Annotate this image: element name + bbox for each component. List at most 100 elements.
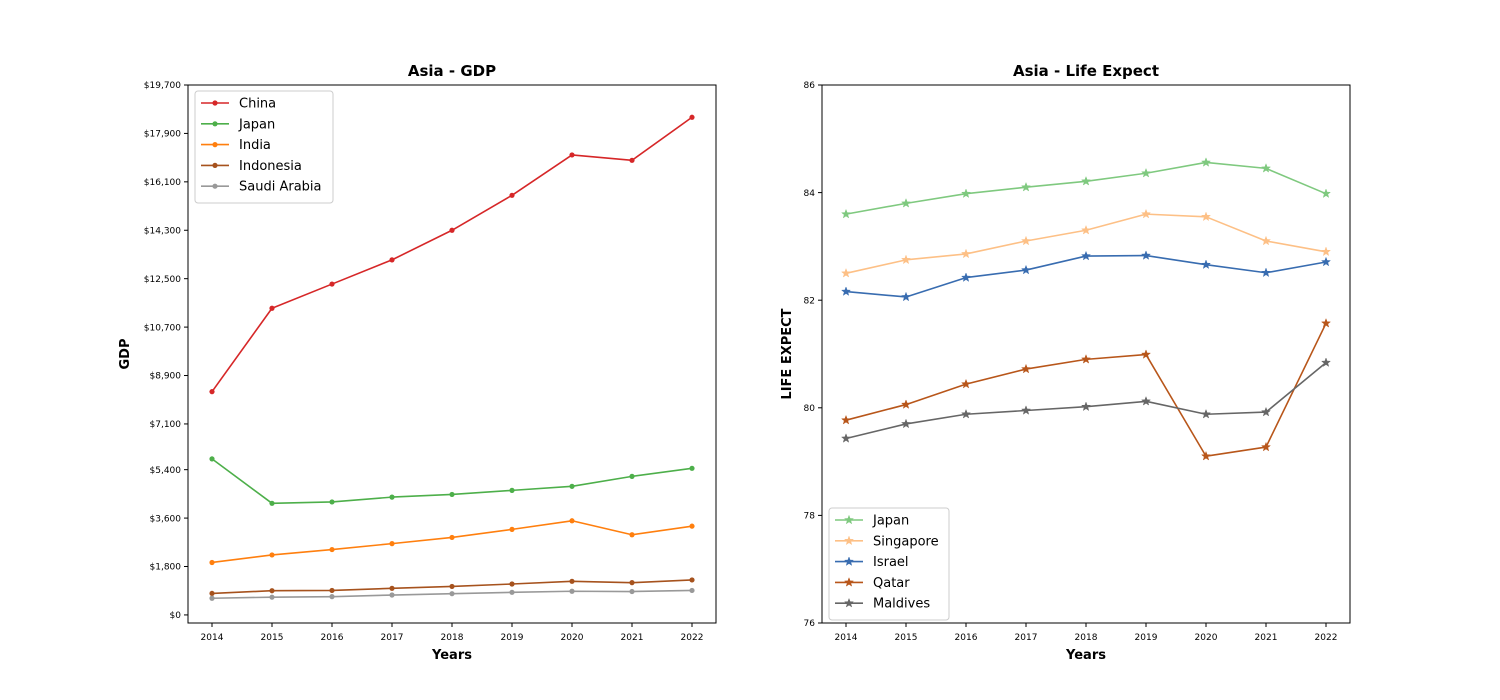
- life-expect-point-maldives-2021: [1260, 406, 1272, 417]
- gdp-legend-label-saudi-arabia: Saudi Arabia: [239, 180, 322, 195]
- life-expect-chart: Asia - Life Expect 2014 2015 2016 2017 2018 2…: [780, 62, 1351, 663]
- life-expect-point-singapore-2022: [1320, 246, 1332, 257]
- life-expect-x-tick-label: 2017: [1015, 633, 1038, 643]
- life-expect-series-qatar: [840, 318, 1332, 461]
- life-expect-point-singapore-2018: [1080, 224, 1092, 235]
- gdp-chart-title: Asia - GDP: [408, 62, 496, 80]
- gdp-point-china-2018: [449, 227, 455, 233]
- life-expect-y-axis-label: LIFE EXPECT: [780, 308, 795, 399]
- life-expect-point-singapore-2020: [1200, 211, 1212, 222]
- life-expect-point-qatar-2017: [1020, 363, 1032, 374]
- gdp-point-japan-2022: [689, 465, 695, 471]
- gdp-point-japan-2015: [269, 500, 275, 506]
- gdp-x-tick-label: 2020: [561, 633, 584, 643]
- gdp-point-indonesia-2022: [689, 577, 695, 583]
- gdp-y-tick-label: $19,700: [144, 81, 181, 91]
- gdp-point-saudi-arabia-2020: [569, 588, 575, 594]
- life-expect-legend-marker-qatar: [843, 577, 855, 587]
- life-expect-point-singapore-2014: [840, 267, 852, 278]
- life-expect-legend-label-qatar: Qatar: [873, 576, 910, 591]
- life-expect-x-tick-label: 2020: [1195, 633, 1218, 643]
- life-expect-point-japan-2016: [960, 188, 972, 198]
- gdp-y-tick-label: $1,800: [150, 563, 182, 573]
- life-expect-legend: Japan Singapore Israel Qatar Maldives: [828, 507, 950, 621]
- life-expect-legend-box: [828, 507, 950, 621]
- gdp-point-saudi-arabia-2018: [449, 591, 455, 597]
- gdp-point-india-2020: [569, 518, 575, 524]
- gdp-y-tick-label: $7,100: [150, 420, 182, 430]
- life-expect-point-singapore-2016: [960, 248, 972, 259]
- life-expect-point-israel-2016: [960, 272, 972, 282]
- gdp-point-saudi-arabia-2016: [329, 594, 335, 600]
- life-expect-series-israel: [840, 250, 1332, 302]
- gdp-series-china: [209, 114, 695, 395]
- gdp-point-china-2017: [389, 257, 395, 263]
- life-expect-point-qatar-2019: [1140, 349, 1152, 359]
- gdp-point-saudi-arabia-2017: [389, 592, 395, 598]
- gdp-chart: Asia - GDP 2014 2015 2016 2017 2018 2019 2020 2…: [118, 62, 717, 663]
- life-expect-point-singapore-2015: [900, 254, 912, 265]
- life-expect-point-japan-2017: [1020, 181, 1032, 192]
- gdp-series-indonesia: [209, 577, 695, 597]
- gdp-point-indonesia-2018: [449, 583, 455, 590]
- life-expect-point-qatar-2018: [1080, 354, 1092, 364]
- life-expect-point-israel-2014: [840, 286, 852, 296]
- life-expect-y-tick-label: 76: [804, 619, 816, 629]
- life-expect-point-maldives-2017: [1020, 405, 1032, 415]
- life-expect-point-israel-2018: [1080, 250, 1092, 261]
- gdp-point-indonesia-2021: [629, 580, 635, 586]
- gdp-x-tick-label: 2022: [681, 633, 704, 643]
- gdp-legend-marker-india: [212, 142, 218, 148]
- gdp-legend-marker-saudi-arabia: [212, 183, 218, 189]
- gdp-point-japan-2020: [569, 483, 575, 489]
- gdp-point-saudi-arabia-2022: [689, 587, 695, 594]
- gdp-point-japan-2016: [329, 499, 335, 505]
- gdp-legend-label-china: China: [239, 97, 276, 112]
- life-expect-point-singapore-2021: [1260, 235, 1272, 246]
- gdp-point-saudi-arabia-2015: [269, 594, 275, 600]
- life-expect-x-tick-label: 2014: [835, 633, 858, 643]
- life-expect-point-japan-2020: [1200, 157, 1212, 167]
- gdp-x-tick-label: 2014: [201, 633, 224, 643]
- gdp-point-japan-2017: [389, 494, 395, 500]
- life-expect-legend-marker-singapore: [843, 535, 855, 546]
- life-expect-point-qatar-2021: [1260, 441, 1272, 452]
- gdp-point-indonesia-2019: [509, 581, 515, 587]
- life-expect-x-axis-label: Years: [1065, 648, 1106, 663]
- gdp-y-tick-label: $17,900: [144, 130, 181, 140]
- gdp-legend-box: [194, 90, 334, 204]
- gdp-point-india-2018: [449, 534, 455, 541]
- life-expect-point-maldives-2014: [840, 433, 852, 443]
- gdp-point-japan-2021: [629, 473, 635, 479]
- life-expect-series-singapore: [840, 208, 1332, 278]
- life-expect-point-maldives-2022: [1320, 357, 1332, 367]
- life-expect-y-tick-label: 86: [804, 81, 816, 91]
- gdp-legend-label-india: India: [239, 138, 271, 153]
- gdp-point-china-2016: [329, 281, 335, 287]
- gdp-point-china-2019: [509, 192, 515, 198]
- gdp-series-japan: [209, 456, 695, 506]
- gdp-legend-label-indonesia: Indonesia: [239, 159, 302, 174]
- gdp-x-tick-label: 2021: [621, 633, 644, 643]
- gdp-legend-label-japan: Japan: [238, 117, 275, 132]
- gdp-y-ticks: $0 $1,800 $3,600 $5,400 $7,100 $8,900 $10,700 $…: [144, 81, 188, 621]
- life-expect-point-japan-2018: [1080, 175, 1092, 186]
- gdp-x-tick-label: 2018: [441, 633, 464, 643]
- gdp-legend: China Japan India Indonesia Saudi Arabia: [194, 90, 334, 204]
- gdp-point-saudi-arabia-2014: [209, 595, 215, 601]
- life-expect-x-tick-label: 2021: [1255, 633, 1278, 643]
- gdp-point-india-2014: [209, 559, 215, 566]
- life-expect-point-japan-2022: [1320, 188, 1332, 198]
- gdp-legend-marker-japan: [212, 121, 218, 127]
- life-expect-point-maldives-2015: [900, 418, 912, 429]
- life-expect-legend-marker-israel: [843, 556, 855, 566]
- life-expect-legend-label-israel: Israel: [873, 555, 909, 570]
- life-expect-point-israel-2017: [1020, 264, 1032, 275]
- life-expect-y-tick-label: 80: [804, 404, 816, 414]
- life-expect-legend-label-singapore: Singapore: [873, 534, 939, 549]
- gdp-legend-marker-china: [212, 100, 218, 106]
- life-expect-point-qatar-2014: [840, 414, 852, 425]
- gdp-y-tick-label: $14,300: [144, 226, 181, 236]
- gdp-point-indonesia-2017: [389, 585, 395, 591]
